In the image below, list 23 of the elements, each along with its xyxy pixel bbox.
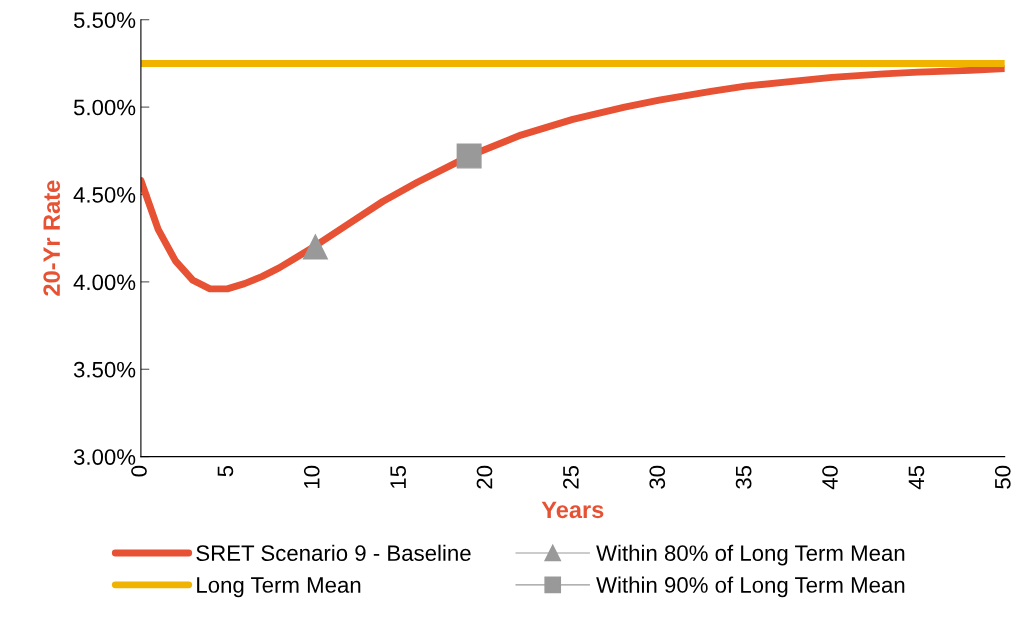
legend-label: SRET Scenario 9 - Baseline xyxy=(196,544,471,562)
y-tick-label: 5.00% xyxy=(73,99,136,116)
y-tick-label: 5.50% xyxy=(73,12,136,28)
x-tick-label: 25 xyxy=(563,465,579,489)
x-tick-label: 30 xyxy=(649,465,666,489)
y-tick-label: 4.50% xyxy=(73,187,136,203)
x-tick-label: 10 xyxy=(303,465,320,488)
y-tick-label: 3.00% xyxy=(73,449,136,465)
x-tick-label: 0 xyxy=(131,465,147,477)
x-tick-label: 20 xyxy=(476,465,493,489)
x-tick-label: 15 xyxy=(390,465,406,488)
y-tick-label: 4.00% xyxy=(73,274,136,291)
x-tick-label: 50 xyxy=(994,465,1011,489)
legend-label: Long Term Mean xyxy=(197,577,361,598)
x-tick-label: 5 xyxy=(217,465,234,477)
y-tick-label: 3.50% xyxy=(73,361,136,378)
x-axis-title: Years xyxy=(541,501,604,519)
legend-label: Within 80% of Long Term Mean xyxy=(596,544,905,566)
legend-label: Within 90% of Long Term Mean xyxy=(596,576,905,598)
x-tick-label: 40 xyxy=(822,465,838,490)
x-tick-label: 35 xyxy=(735,465,752,489)
x-tick-label: 45 xyxy=(908,465,925,490)
y-axis-title: 20-Yr Rate xyxy=(43,180,61,296)
